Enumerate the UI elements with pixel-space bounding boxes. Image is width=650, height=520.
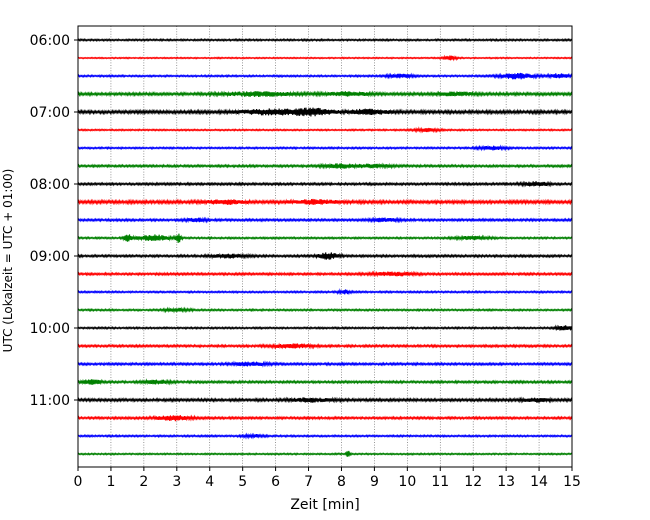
trace-0845 [77, 233, 573, 243]
x-tick-label-13: 13 [497, 474, 515, 490]
x-tick-label-1: 1 [106, 474, 115, 490]
y-axis-label: UTC (Lokalzeit = UTC + 01:00) [1, 169, 15, 353]
trace-1100 [77, 396, 573, 404]
plot-frame [77, 25, 573, 468]
trace-1045 [77, 378, 573, 386]
trace-1130 [77, 432, 573, 440]
trace-0715 [77, 126, 573, 134]
x-tick-label-5: 5 [238, 474, 247, 490]
x-tick-label-3: 3 [172, 474, 181, 490]
x-tick-label-4: 4 [205, 474, 214, 490]
trace-0945 [77, 306, 573, 314]
x-tick-label-0: 0 [74, 474, 83, 490]
x-tick-label-2: 2 [139, 474, 148, 490]
x-tick-label-11: 11 [431, 474, 449, 490]
trace-0700 [77, 107, 573, 117]
x-tick-label-10: 10 [398, 474, 416, 490]
x-tick-label-7: 7 [304, 474, 313, 490]
seismogram-traces [77, 37, 573, 458]
trace-0630 [77, 72, 573, 80]
x-tick-label-6: 6 [271, 474, 280, 490]
x-tick-label-8: 8 [337, 474, 346, 490]
trace-0645 [77, 90, 573, 98]
grid-lines [110, 26, 540, 467]
y-tick-label-0800: 08:00 [30, 177, 70, 193]
y-tick-label-0700: 07:00 [30, 105, 70, 121]
y-tick-label-1100: 11:00 [30, 393, 70, 409]
y-tick-label-0600: 06:00 [30, 33, 70, 49]
trace-0900 [77, 252, 573, 260]
x-axis-label: Zeit [min] [290, 497, 359, 513]
trace-0930 [77, 288, 573, 296]
trace-1115 [77, 414, 573, 422]
y-tick-label-1000: 10:00 [30, 321, 70, 337]
y-tick-label-0900: 09:00 [30, 249, 70, 265]
trace-0600 [77, 37, 573, 43]
y-axis-ticks: 06:00 07:00 08:00 09:00 10:00 11:00 [30, 33, 78, 409]
trace-0615 [77, 54, 573, 62]
x-tick-label-12: 12 [464, 474, 482, 490]
trace-0730 [77, 144, 573, 152]
trace-1000 [77, 324, 573, 332]
trace-0915 [77, 270, 573, 278]
x-tick-label-15: 15 [563, 474, 581, 490]
trace-1030 [77, 360, 573, 368]
trace-1015 [77, 342, 573, 350]
trace-0800 [77, 180, 573, 188]
x-tick-label-9: 9 [370, 474, 379, 490]
trace-0745 [77, 162, 573, 170]
x-axis-ticks: 0 1 2 3 4 5 6 7 8 9 10 11 12 13 14 15 [74, 467, 581, 490]
trace-0830 [77, 216, 573, 224]
x-tick-label-14: 14 [530, 474, 548, 490]
trace-0815 [77, 198, 573, 206]
trace-1145 [77, 450, 573, 458]
